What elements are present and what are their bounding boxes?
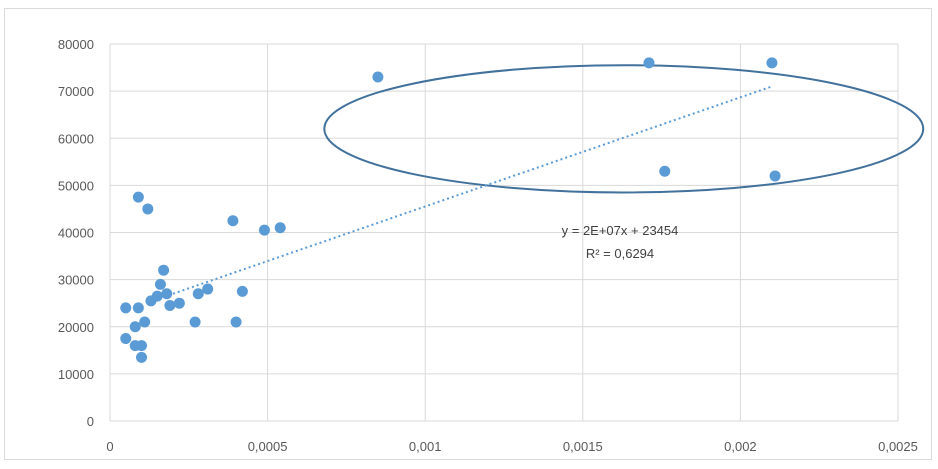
data-point (120, 302, 132, 314)
data-point (258, 224, 270, 236)
data-points (120, 57, 781, 363)
data-point (659, 165, 671, 177)
trendline-equation: y = 2E+07x + 23454 (562, 223, 679, 238)
data-point (142, 203, 154, 215)
gridlines (109, 43, 899, 422)
y-tick-label: 30000 (58, 273, 94, 288)
x-tick-label: 0,0015 (563, 439, 603, 454)
data-point (230, 316, 242, 328)
annotation-ellipse-layer (323, 64, 925, 194)
data-point (192, 288, 204, 300)
y-axis-ticks: 0 10000 20000 30000 40000 50000 60000 70000 8000… (58, 37, 94, 429)
data-point (139, 316, 151, 328)
data-point (274, 222, 286, 234)
x-axis-ticks: 0 0,0005 0,001 0,0015 0,002 0,0025 (106, 439, 918, 454)
data-point (173, 297, 185, 309)
y-tick-label: 20000 (58, 320, 94, 335)
trendline-layer (172, 85, 773, 295)
data-point (154, 278, 166, 290)
data-point (227, 215, 239, 227)
data-point (161, 288, 173, 300)
highlight-ellipse (323, 64, 925, 194)
x-tick-label: 0,001 (409, 439, 442, 454)
y-tick-label: 60000 (58, 131, 94, 146)
x-tick-label: 0,0025 (878, 439, 918, 454)
data-point (189, 316, 201, 328)
data-point (164, 300, 176, 312)
y-tick-label: 40000 (58, 226, 94, 241)
data-point (766, 57, 778, 69)
data-point (158, 264, 170, 276)
chart-frame (4, 8, 932, 460)
data-point (769, 170, 781, 182)
x-tick-label: 0,0005 (248, 439, 288, 454)
data-point (132, 191, 144, 203)
data-point (120, 333, 132, 345)
x-tick-label: 0 (106, 439, 113, 454)
data-point (236, 285, 248, 297)
data-point (136, 351, 148, 363)
data-point (136, 340, 148, 352)
y-tick-label: 0 (87, 414, 94, 429)
trendline-r-squared: R² = 0,6294 (586, 246, 654, 261)
data-point (372, 71, 384, 83)
data-point (202, 283, 214, 295)
x-tick-label: 0,002 (724, 439, 757, 454)
y-tick-label: 80000 (58, 37, 94, 52)
data-point (129, 321, 141, 333)
data-point (132, 302, 144, 314)
y-tick-label: 10000 (58, 367, 94, 382)
trendline (172, 85, 773, 295)
data-point (643, 57, 655, 69)
data-point (151, 290, 163, 302)
y-tick-label: 70000 (58, 84, 94, 99)
y-tick-label: 50000 (58, 178, 94, 193)
